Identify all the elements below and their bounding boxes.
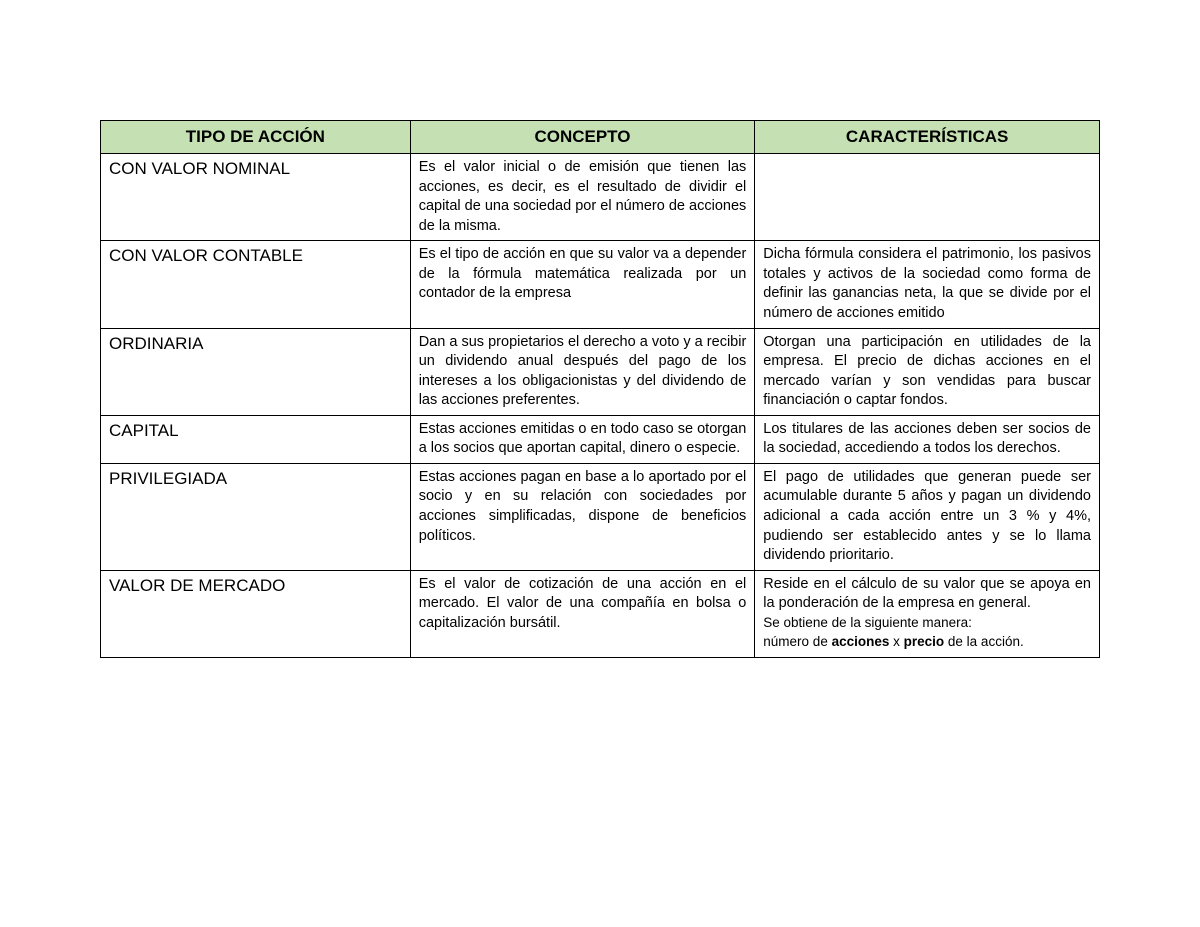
cell-tipo: CON VALOR CONTABLE [101,241,411,328]
caract-p2: Se obtiene de la siguiente manera: númer… [763,615,1023,650]
formula-bold2: precio [904,634,945,649]
cell-caracteristicas [755,154,1100,241]
cell-concepto: Es el valor de cotización de una acción … [410,570,755,657]
cell-concepto: Dan a sus propietarios el derecho a voto… [410,328,755,415]
formula-text3: de la acción. [944,634,1024,649]
header-tipo: TIPO DE ACCIÓN [101,121,411,154]
formula-prefix: Se obtiene de la siguiente manera: [763,615,972,630]
cell-concepto: Es el tipo de acción en que su valor va … [410,241,755,328]
table-row: CON VALOR NOMINAL Es el valor inicial o … [101,154,1100,241]
cell-tipo: PRIVILEGIADA [101,463,411,570]
table-header-row: TIPO DE ACCIÓN CONCEPTO CARACTERÍSTICAS [101,121,1100,154]
cell-concepto: Estas acciones pagan en base a lo aporta… [410,463,755,570]
cell-tipo: VALOR DE MERCADO [101,570,411,657]
formula-bold1: acciones [832,634,890,649]
cell-tipo: CON VALOR NOMINAL [101,154,411,241]
cell-caracteristicas: Dicha fórmula considera el patrimonio, l… [755,241,1100,328]
header-caracteristicas: CARACTERÍSTICAS [755,121,1100,154]
header-concepto: CONCEPTO [410,121,755,154]
table-row: VALOR DE MERCADO Es el valor de cotizaci… [101,570,1100,657]
table-row: PRIVILEGIADA Estas acciones pagan en bas… [101,463,1100,570]
cell-concepto: Estas acciones emitidas o en todo caso s… [410,415,755,463]
cell-concepto: Es el valor inicial o de emisión que tie… [410,154,755,241]
cell-tipo: ORDINARIA [101,328,411,415]
table-row: CON VALOR CONTABLE Es el tipo de acción … [101,241,1100,328]
table-row: ORDINARIA Dan a sus propietarios el dere… [101,328,1100,415]
formula-text2: x [889,634,903,649]
cell-caracteristicas: Los titulares de las acciones deben ser … [755,415,1100,463]
acciones-table: TIPO DE ACCIÓN CONCEPTO CARACTERÍSTICAS … [100,120,1100,658]
cell-tipo: CAPITAL [101,415,411,463]
formula-text1: número de [763,634,831,649]
table-row: CAPITAL Estas acciones emitidas o en tod… [101,415,1100,463]
cell-caracteristicas: El pago de utilidades que generan puede … [755,463,1100,570]
cell-caracteristicas: Reside en el cálculo de su valor que se … [755,570,1100,657]
caract-p1: Reside en el cálculo de su valor que se … [763,576,1091,612]
cell-caracteristicas: Otorgan una participación en utilidades … [755,328,1100,415]
